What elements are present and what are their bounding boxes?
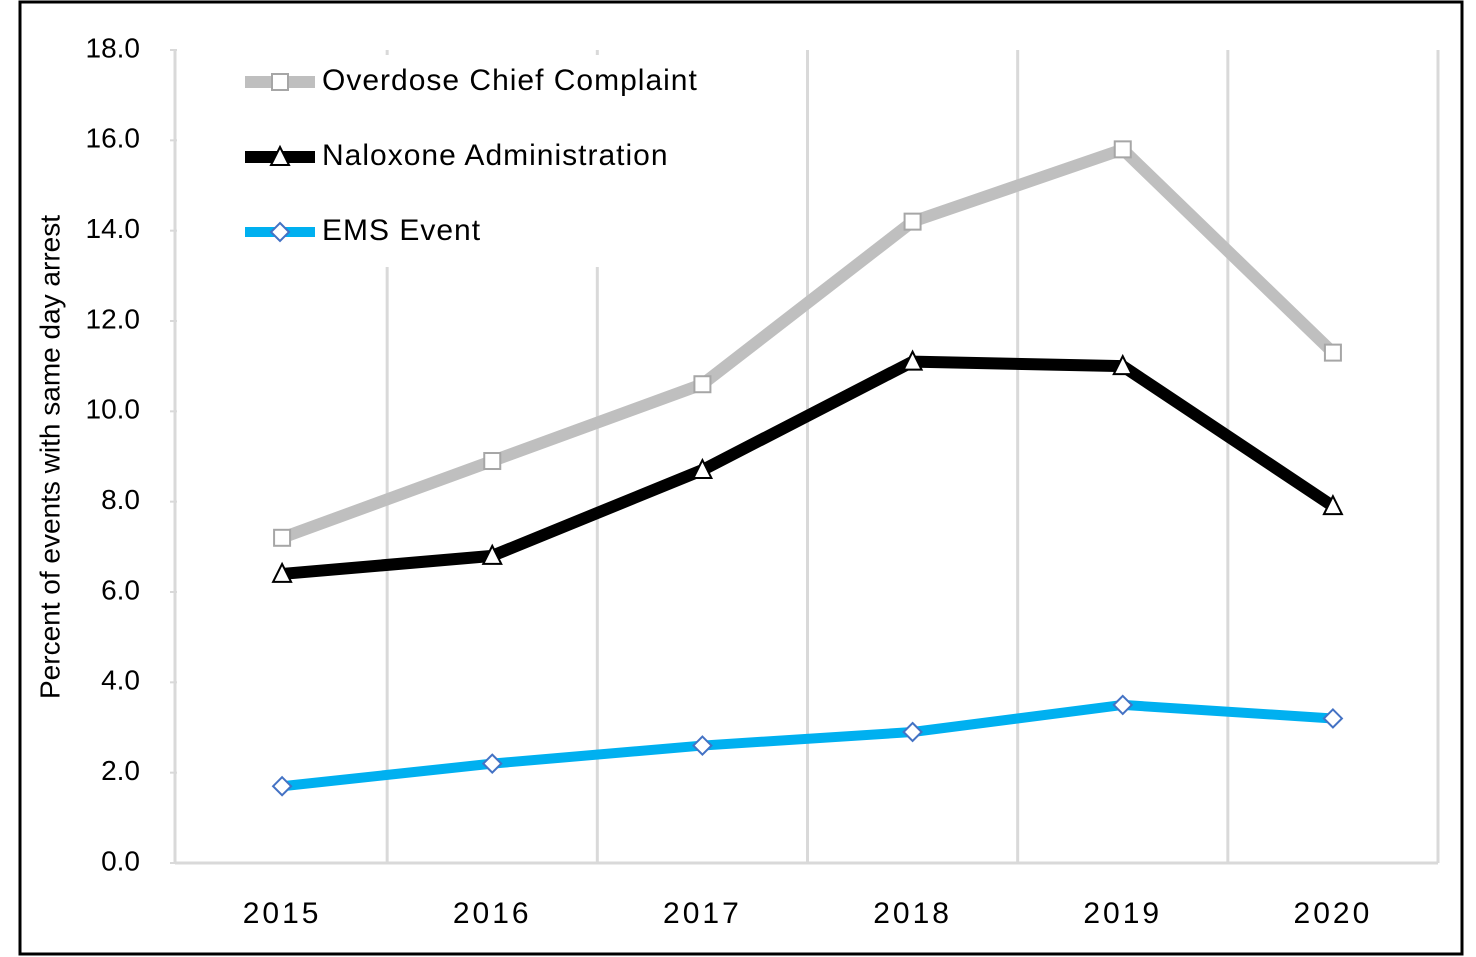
marker bbox=[902, 721, 923, 743]
y-tick-label: 14.0 bbox=[86, 213, 141, 244]
y-axis-label: Percent of events with same day arrest bbox=[34, 215, 65, 699]
marker bbox=[1323, 343, 1342, 362]
series-line bbox=[280, 143, 1338, 544]
legend-marker bbox=[271, 73, 289, 91]
marker bbox=[1322, 493, 1344, 516]
x-tick-label: 2018 bbox=[873, 897, 952, 930]
x-tick-label: 2015 bbox=[243, 897, 322, 930]
legend-label: Overdose Chief Complaint bbox=[322, 64, 698, 97]
marker bbox=[901, 349, 924, 371]
marker bbox=[1112, 353, 1134, 376]
y-tick-label: 10.0 bbox=[86, 394, 141, 425]
marker bbox=[1112, 694, 1134, 716]
y-tick-label: 6.0 bbox=[101, 574, 140, 605]
x-tick-label: 2017 bbox=[663, 897, 742, 930]
y-tick-label: 18.0 bbox=[86, 32, 141, 63]
marker bbox=[691, 457, 714, 480]
marker bbox=[481, 753, 503, 775]
legend-label: EMS Event bbox=[322, 214, 481, 247]
marker bbox=[692, 735, 713, 756]
marker bbox=[1113, 140, 1132, 159]
marker bbox=[693, 375, 712, 394]
legend-marker bbox=[269, 144, 291, 166]
y-tick-label: 4.0 bbox=[101, 665, 140, 696]
legend-label: Naloxone Administration bbox=[322, 139, 669, 172]
x-tick-label: 2020 bbox=[1294, 897, 1373, 930]
series-line bbox=[281, 699, 1334, 792]
marker bbox=[271, 775, 293, 797]
marker bbox=[273, 528, 292, 547]
marker bbox=[271, 561, 293, 583]
legend-background bbox=[235, 55, 755, 267]
y-tick-label: 0.0 bbox=[101, 845, 140, 876]
marker bbox=[1322, 708, 1344, 729]
marker bbox=[481, 543, 503, 565]
x-tick-label: 2019 bbox=[1083, 897, 1162, 930]
y-tick-label: 2.0 bbox=[101, 755, 140, 786]
series-line bbox=[281, 355, 1337, 580]
marker bbox=[483, 452, 502, 471]
y-tick-label: 8.0 bbox=[101, 484, 140, 515]
x-tick-label: 2016 bbox=[453, 897, 532, 930]
y-tick-label: 16.0 bbox=[86, 123, 141, 154]
marker bbox=[903, 212, 922, 231]
y-tick-label: 12.0 bbox=[86, 303, 141, 334]
legend-marker bbox=[269, 221, 291, 243]
